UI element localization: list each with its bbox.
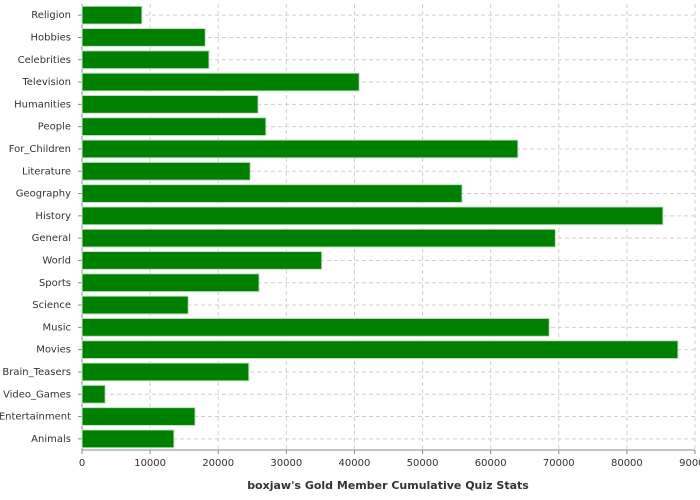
bar xyxy=(81,94,259,114)
x-tick-label: 20000 xyxy=(202,458,234,469)
y-tick-label: For_Children xyxy=(9,144,71,155)
y-tick-label: Entertainment xyxy=(0,412,71,423)
bar xyxy=(81,139,519,159)
bar xyxy=(81,117,267,137)
y-tick-label: World xyxy=(42,255,71,266)
bar xyxy=(81,362,250,382)
bar xyxy=(81,273,260,293)
y-tick-label: Video_Games xyxy=(3,389,71,400)
x-tick-label: 70000 xyxy=(543,458,575,469)
bar xyxy=(81,50,210,70)
x-tick-label: 0 xyxy=(79,458,85,469)
y-tick-label: Hobbies xyxy=(31,32,71,43)
bar xyxy=(81,429,175,449)
y-tick-label: People xyxy=(38,122,71,133)
bar xyxy=(81,184,463,203)
y-tick-label: Movies xyxy=(36,345,71,356)
bar xyxy=(81,28,206,47)
y-tick-label: Television xyxy=(21,77,71,88)
y-tick-label: Religion xyxy=(31,10,71,21)
y-tick-label: Humanities xyxy=(14,99,71,110)
bar xyxy=(81,72,360,92)
plot-area xyxy=(82,4,695,450)
bar xyxy=(81,317,550,337)
x-tick-label: 30000 xyxy=(270,458,302,469)
y-tick-label: Sports xyxy=(39,278,71,289)
x-tick-label: 60000 xyxy=(475,458,507,469)
x-tick-label: 50000 xyxy=(407,458,439,469)
y-tick-label: Geography xyxy=(16,189,71,200)
bar xyxy=(81,251,323,270)
bar xyxy=(81,5,143,25)
bar xyxy=(81,295,189,315)
x-tick-label: 80000 xyxy=(611,458,643,469)
x-tick-label: 90000 xyxy=(679,458,700,469)
y-tick-label: Brain_Teasers xyxy=(2,367,71,378)
bar xyxy=(81,407,196,426)
y-tick-label: Science xyxy=(32,300,71,311)
x-tick-label: 40000 xyxy=(339,458,371,469)
x-axis-title: boxjaw's Gold Member Cumulative Quiz Sta… xyxy=(247,479,529,492)
y-tick-label: Celebrities xyxy=(18,55,71,66)
bar xyxy=(81,228,556,248)
y-tick-label: Literature xyxy=(22,166,71,177)
y-tick-label: General xyxy=(32,233,71,244)
bar xyxy=(81,206,664,226)
y-tick-label: Animals xyxy=(31,434,71,445)
y-tick-label: History xyxy=(35,211,71,222)
x-tick-label: 10000 xyxy=(134,458,166,469)
y-tick-label: Music xyxy=(43,322,71,333)
bar xyxy=(81,161,251,181)
bar xyxy=(81,384,106,404)
bar xyxy=(81,340,679,360)
